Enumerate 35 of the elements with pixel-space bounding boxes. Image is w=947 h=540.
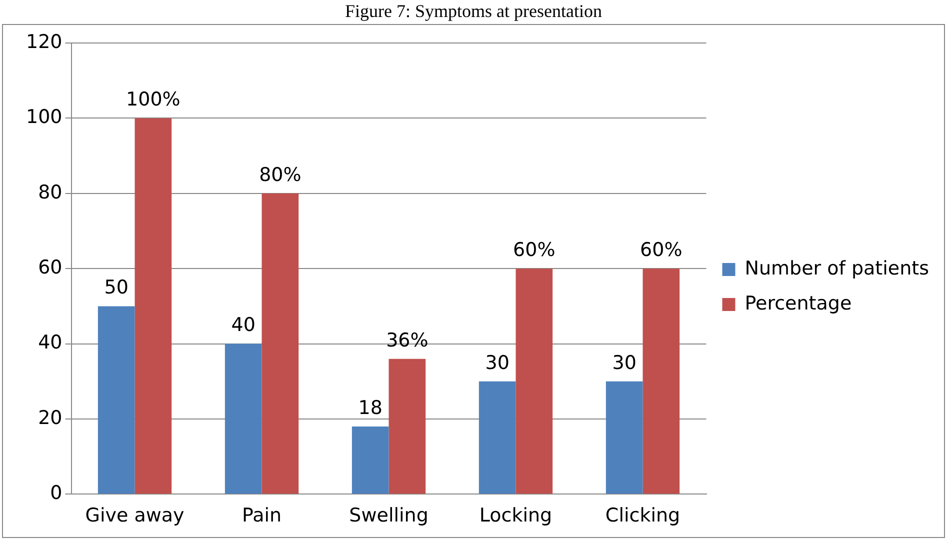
data-label: 30 (612, 352, 636, 374)
bar (478, 381, 516, 494)
x-tick-label: Swelling (349, 504, 428, 527)
x-tick-label: Give away (85, 504, 184, 527)
bar (134, 118, 172, 494)
bar (262, 193, 299, 494)
y-tick-label: 0 (50, 482, 62, 504)
data-label: 18 (358, 396, 382, 419)
y-tick-label: 20 (38, 406, 62, 429)
data-label: 60% (640, 239, 682, 262)
data-label: 50 (104, 276, 128, 299)
y-tick-label: 60 (38, 256, 62, 279)
bar (224, 344, 262, 494)
x-tick-label: Locking (479, 504, 552, 527)
x-tick-label: Pain (242, 504, 282, 527)
data-label: 30 (485, 352, 510, 374)
bar (606, 381, 643, 494)
data-label: 60% (513, 239, 556, 262)
y-tick-label: 100 (26, 106, 62, 128)
data-label: 100% (126, 88, 180, 111)
bar (516, 268, 553, 494)
y-tick-label: 40 (38, 332, 62, 354)
bar (98, 306, 135, 494)
chart-title: Figure 7: Symptoms at presentation (344, 0, 603, 22)
data-label: 80% (259, 164, 302, 186)
bar (642, 268, 680, 494)
y-tick-label: 80 (38, 181, 62, 204)
bar (388, 358, 426, 494)
legend-label: Number of patients (744, 257, 929, 280)
bar (352, 426, 389, 494)
y-tick-label: 120 (26, 30, 62, 53)
data-label: 40 (231, 314, 256, 336)
legend-label: Percentage (744, 292, 852, 314)
x-tick-label: Clicking (605, 504, 680, 527)
data-label: 36% (386, 329, 428, 352)
